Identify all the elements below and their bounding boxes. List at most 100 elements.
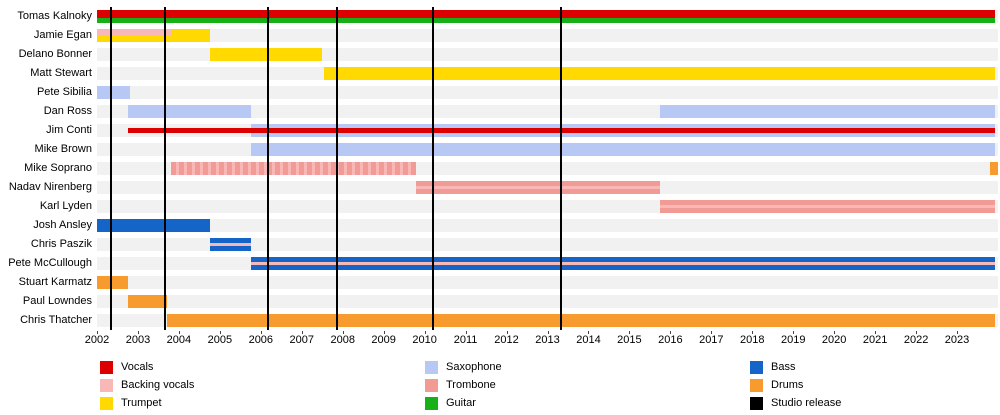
bar-guitar [97, 18, 995, 23]
bar-drums [166, 314, 995, 327]
year-tick [137, 331, 139, 334]
year-label: 2018 [740, 334, 765, 346]
year-label: 2007 [289, 334, 315, 346]
legend-item-backing_vocals: Backing vocals [100, 376, 194, 394]
legend-item-vocals: Vocals [100, 358, 194, 376]
member-label: Mike Brown [34, 143, 92, 155]
legend-item-saxophone: Saxophone [425, 358, 502, 376]
year-label: 2008 [330, 334, 355, 346]
member-label: Tomas Kalnoky [17, 10, 92, 22]
legend-column: Bass Drums Studio release [750, 358, 841, 412]
member-label: Pete McCullough [8, 257, 92, 269]
legend-item-bass: Bass [750, 358, 841, 376]
studio-release-line [163, 7, 166, 330]
member-label: Stuart Karmatz [18, 276, 92, 288]
bar-bass [97, 219, 210, 232]
bar-vocals [97, 10, 995, 19]
studio-release-line [560, 7, 562, 330]
year-tick [260, 331, 262, 334]
year-tick [711, 331, 713, 334]
row-track [97, 86, 998, 99]
member-label: Chris Thatcher [20, 314, 92, 326]
studio-release-line [431, 7, 434, 330]
year-label: 2010 [412, 334, 437, 346]
row-track [97, 276, 998, 289]
year-label: 2015 [617, 334, 642, 346]
bar-trombone [170, 162, 417, 175]
year-label: 2022 [903, 334, 929, 346]
legend-item-studio_release: Studio release [750, 394, 841, 412]
legend-item-trumpet: Trumpet [100, 394, 194, 412]
year-tick [547, 331, 549, 334]
saxophone-swatch [425, 360, 438, 374]
drums-swatch [750, 378, 763, 392]
bar-backing_vocals [416, 185, 661, 190]
row-track [97, 238, 998, 251]
member-label: Paul Lowndes [22, 295, 92, 307]
vocals-swatch [100, 360, 113, 374]
year-label: 2014 [576, 334, 601, 346]
year-label: 2005 [207, 334, 233, 346]
member-label: Nadav Nirenberg [8, 181, 92, 193]
year-label: 2006 [248, 334, 274, 346]
member-label: Jamie Egan [33, 29, 92, 41]
year-label: 2011 [453, 334, 478, 346]
bar-trumpet [324, 67, 995, 80]
trumpet-swatch [100, 396, 113, 410]
legend-label: Bass [771, 361, 796, 373]
bar-saxophone [250, 143, 995, 156]
year-label: 2013 [535, 334, 560, 346]
member-label: Josh Ansley [33, 219, 92, 231]
legend-label: Trombone [446, 379, 496, 391]
year-tick [670, 331, 672, 334]
trombone-swatch [425, 378, 438, 392]
year-tick [916, 331, 918, 334]
bar-trumpet [209, 48, 323, 61]
member-label: Jim Conti [46, 124, 92, 136]
year-tick [383, 331, 385, 334]
member-label: Delano Bonner [18, 48, 92, 60]
x-axis: 2002 2003 2004 2005 2006 2007 2008 2009 2010 2011… [85, 331, 998, 349]
guitar-swatch [425, 396, 438, 410]
year-label: 2019 [780, 334, 806, 346]
studio-release-line [336, 7, 339, 330]
studio-release-line [267, 7, 270, 330]
member-label: Karl Lyden [39, 200, 92, 212]
year-label: 2003 [125, 334, 151, 346]
bar-backing_vocals [209, 242, 251, 247]
legend-label: Guitar [446, 397, 476, 409]
legend-label: Vocals [121, 361, 154, 373]
legend-label: Backing vocals [121, 379, 195, 391]
member-labels: Tomas Kalnoky Jamie Egan Delano Bonner Matt… [0, 7, 94, 330]
bar-drums [989, 162, 998, 175]
member-label: Pete Sibilia [36, 86, 92, 98]
year-tick [957, 331, 959, 334]
year-tick [424, 331, 426, 334]
plot-area [97, 7, 998, 330]
row-track [97, 48, 998, 61]
year-tick [793, 331, 795, 334]
legend-column: Saxophone Trombone Guitar [425, 358, 502, 412]
legend-label: Studio release [771, 397, 842, 409]
year-tick [834, 331, 836, 334]
year-tick [752, 331, 754, 334]
backing-vocals-swatch [100, 378, 113, 392]
year-label: 2023 [944, 334, 970, 346]
year-label: 2004 [166, 334, 192, 346]
row-track [97, 295, 998, 308]
legend-column: Vocals Backing vocals Trumpet [100, 358, 194, 412]
bar-saxophone [127, 105, 251, 118]
year-tick [506, 331, 508, 334]
legend-item-guitar: Guitar [425, 394, 502, 412]
legend-item-drums: Drums [750, 376, 841, 394]
legend-label: Saxophone [446, 361, 502, 373]
year-label: 2002 [84, 334, 110, 346]
studio-release-line [110, 7, 113, 330]
year-tick [342, 331, 344, 334]
studio-release-swatch [750, 396, 763, 410]
year-label: 2017 [699, 334, 724, 346]
legend-label: Drums [771, 379, 804, 391]
bar-drums [97, 276, 128, 289]
bar-backing_vocals [250, 261, 995, 266]
